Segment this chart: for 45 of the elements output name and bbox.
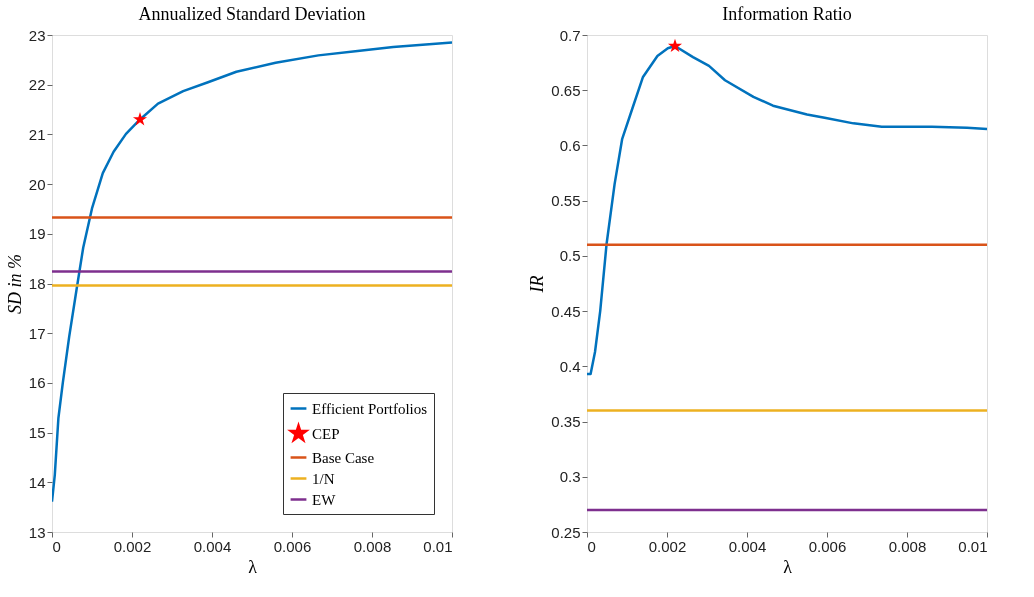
x-tick-label: 0.008 bbox=[353, 537, 392, 555]
y-axis-title: IR bbox=[527, 275, 548, 294]
y-tick-label: 21 bbox=[28, 125, 46, 143]
x-tick-label: 0.002 bbox=[113, 537, 152, 555]
y-tick-label: 0.6 bbox=[559, 136, 581, 154]
y-tick-label: 13 bbox=[28, 523, 46, 541]
x-tick-label: 0.01 bbox=[423, 537, 453, 555]
x-axis-title: λ bbox=[248, 556, 258, 577]
y-tick-label: 0.3 bbox=[559, 468, 581, 486]
y-axis-title: SD in % bbox=[4, 254, 25, 314]
line-series bbox=[52, 41, 452, 503]
legend-label: Base Case bbox=[312, 449, 375, 466]
y-tick-label: 0.55 bbox=[551, 192, 581, 210]
chart-title: Information Ratio bbox=[722, 4, 852, 24]
y-tick-label: 0.65 bbox=[551, 81, 581, 99]
y-tick-label: 0.35 bbox=[551, 413, 581, 431]
y-tick-label: 18 bbox=[28, 275, 46, 292]
legend-label: 1/N bbox=[312, 470, 335, 487]
chart-title: Annualized Standard Deviation bbox=[138, 4, 366, 24]
y-tick-label: 19 bbox=[28, 225, 46, 243]
legend-label: CEP bbox=[312, 425, 340, 442]
x-tick-label: 0.006 bbox=[273, 537, 312, 555]
y-tick-label: 0.4 bbox=[559, 357, 581, 375]
x-tick-label: 0.004 bbox=[193, 537, 232, 555]
x-tick-label: 0.006 bbox=[808, 537, 847, 555]
x-axis-title: λ bbox=[783, 556, 793, 577]
x-tick-label: 0 bbox=[587, 537, 596, 555]
y-tick-label: 15 bbox=[28, 424, 46, 442]
y-tick-label: 14 bbox=[28, 473, 46, 491]
x-tick-label: 0.004 bbox=[728, 537, 767, 555]
y-tick-label: 0.5 bbox=[559, 247, 581, 265]
x-tick-label: 0.008 bbox=[888, 537, 927, 555]
x-tick-label: 0.01 bbox=[958, 537, 988, 555]
y-tick-label: 0.45 bbox=[551, 302, 581, 320]
y-tick-label: 23 bbox=[28, 26, 46, 44]
x-tick-label: 0.002 bbox=[648, 537, 687, 555]
y-tick-label: 17 bbox=[28, 324, 46, 342]
y-tick-label: 22 bbox=[28, 76, 46, 94]
y-tick-label: 0.7 bbox=[559, 26, 581, 44]
legend-label: EW bbox=[312, 491, 337, 508]
y-tick-label: 0.25 bbox=[551, 523, 581, 541]
legend-label: Efficient Portfolios bbox=[312, 400, 428, 417]
y-tick-label: 20 bbox=[28, 175, 46, 193]
x-tick-label: 0 bbox=[52, 537, 61, 555]
y-tick-label: 16 bbox=[28, 374, 46, 392]
